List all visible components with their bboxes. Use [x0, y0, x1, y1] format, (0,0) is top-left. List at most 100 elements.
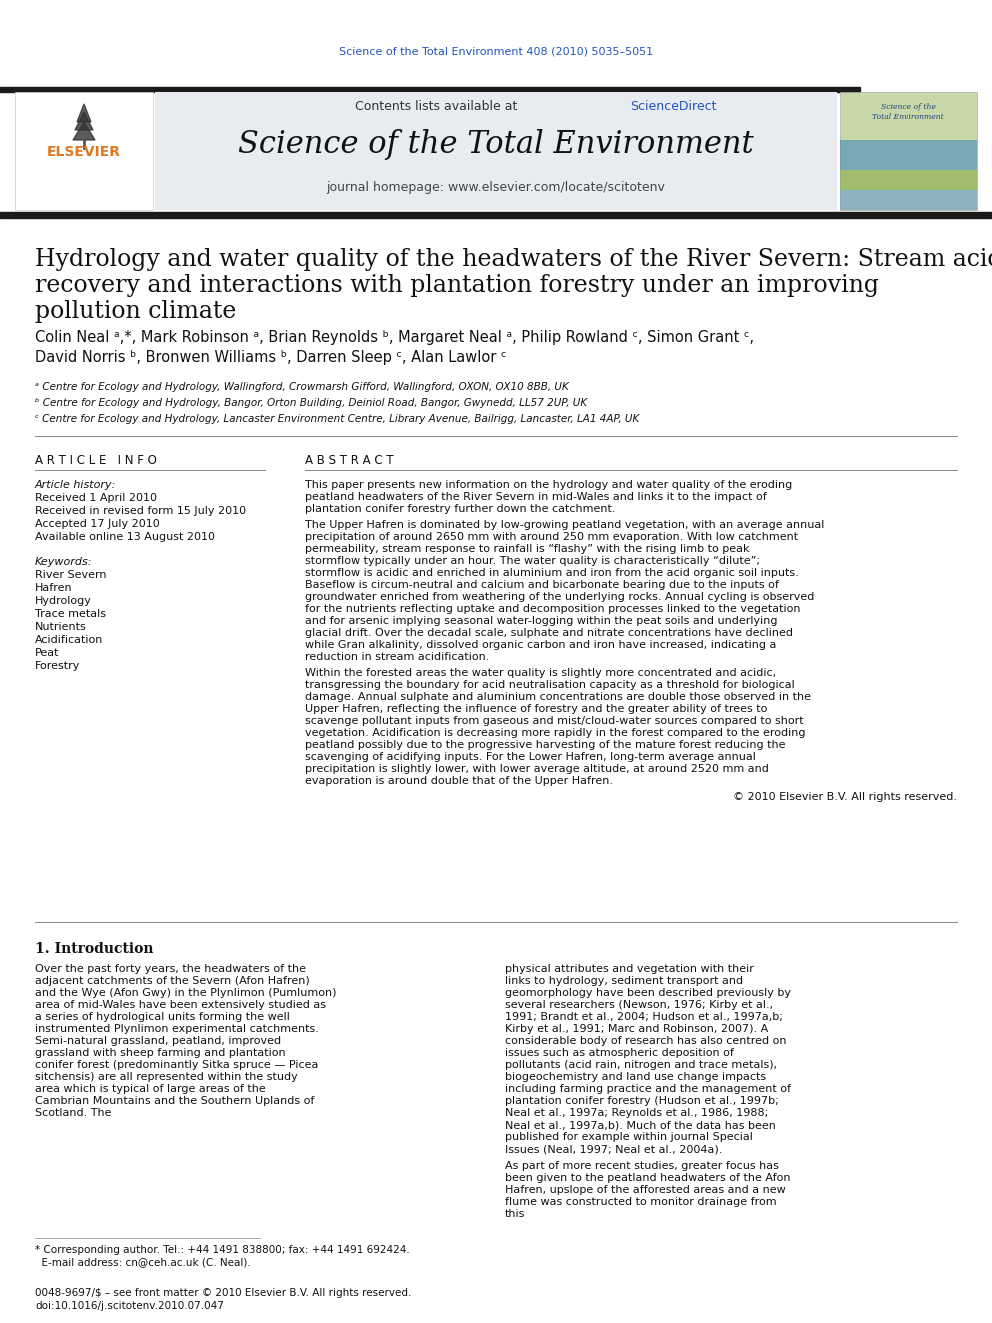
Text: pollution climate: pollution climate	[35, 300, 236, 323]
Bar	[840, 140, 977, 169]
Text: for the nutrients reflecting uptake and decomposition processes linked to the ve: for the nutrients reflecting uptake and …	[305, 605, 801, 614]
Text: and the Wye (Afon Gwy) in the Plynlimon (Pumlumon): and the Wye (Afon Gwy) in the Plynlimon …	[35, 988, 336, 998]
Text: physical attributes and vegetation with their: physical attributes and vegetation with …	[505, 964, 754, 974]
Text: published for example within journal Special: published for example within journal Spe…	[505, 1132, 753, 1142]
Text: Within the forested areas the water quality is slightly more concentrated and ac: Within the forested areas the water qual…	[305, 668, 776, 677]
Text: geomorphology have been described previously by: geomorphology have been described previo…	[505, 988, 791, 998]
Bar	[840, 191, 977, 210]
Polygon shape	[73, 122, 95, 140]
Text: Science of the
Total Environment: Science of the Total Environment	[872, 103, 943, 122]
Text: Neal et al., 1997a,b). Much of the data has been: Neal et al., 1997a,b). Much of the data …	[505, 1121, 776, 1130]
Bar	[155, 93, 837, 210]
Text: The Upper Hafren is dominated by low-growing peatland vegetation, with an averag: The Upper Hafren is dominated by low-gro…	[305, 520, 824, 531]
Text: Semi-natural grassland, peatland, improved: Semi-natural grassland, peatland, improv…	[35, 1036, 281, 1046]
Text: Article history:: Article history:	[35, 480, 116, 490]
Text: plantation conifer forestry (Hudson et al., 1997b;: plantation conifer forestry (Hudson et a…	[505, 1095, 779, 1106]
Text: * Corresponding author. Tel.: +44 1491 838800; fax: +44 1491 692424.: * Corresponding author. Tel.: +44 1491 8…	[35, 1245, 410, 1256]
Text: permeability, stream response to rainfall is “flashy” with the rising limb to pe: permeability, stream response to rainfal…	[305, 544, 750, 554]
Text: Baseflow is circum-neutral and calcium and bicarbonate bearing due to the inputs: Baseflow is circum-neutral and calcium a…	[305, 579, 779, 590]
Text: Scotland. The: Scotland. The	[35, 1107, 111, 1118]
Text: Received 1 April 2010: Received 1 April 2010	[35, 493, 157, 503]
Text: Hafren: Hafren	[35, 583, 72, 593]
Text: Over the past forty years, the headwaters of the: Over the past forty years, the headwater…	[35, 964, 306, 974]
Text: River Severn: River Severn	[35, 570, 106, 579]
Text: recovery and interactions with plantation forestry under an improving: recovery and interactions with plantatio…	[35, 274, 879, 296]
Text: sitchensis) are all represented within the study: sitchensis) are all represented within t…	[35, 1072, 298, 1082]
Text: reduction in stream acidification.: reduction in stream acidification.	[305, 652, 489, 662]
Text: precipitation is slightly lower, with lower average altitude, at around 2520 mm : precipitation is slightly lower, with lo…	[305, 763, 769, 774]
Text: adjacent catchments of the Severn (Afon Hafren): adjacent catchments of the Severn (Afon …	[35, 976, 310, 986]
Text: 0048-9697/$ – see front matter © 2010 Elsevier B.V. All rights reserved.: 0048-9697/$ – see front matter © 2010 El…	[35, 1289, 412, 1298]
Text: Hafren, upslope of the afforested areas and a new: Hafren, upslope of the afforested areas …	[505, 1185, 786, 1195]
Text: damage. Annual sulphate and aluminium concentrations are double those observed i: damage. Annual sulphate and aluminium co…	[305, 692, 811, 703]
Text: ᶜ Centre for Ecology and Hydrology, Lancaster Environment Centre, Library Avenue: ᶜ Centre for Ecology and Hydrology, Lanc…	[35, 414, 639, 423]
Text: conifer forest (predominantly Sitka spruce — Picea: conifer forest (predominantly Sitka spru…	[35, 1060, 318, 1070]
Text: Trace metals: Trace metals	[35, 609, 106, 619]
Text: glacial drift. Over the decadal scale, sulphate and nitrate concentrations have : glacial drift. Over the decadal scale, s…	[305, 628, 793, 638]
Text: A R T I C L E   I N F O: A R T I C L E I N F O	[35, 454, 157, 467]
Text: Contents lists available at: Contents lists available at	[355, 99, 522, 112]
Text: biogeochemistry and land use change impacts: biogeochemistry and land use change impa…	[505, 1072, 766, 1082]
Text: Science of the Total Environment: Science of the Total Environment	[238, 130, 754, 160]
Text: journal homepage: www.elsevier.com/locate/scitotenv: journal homepage: www.elsevier.com/locat…	[326, 181, 666, 194]
Text: while Gran alkalinity, dissolved organic carbon and iron have increased, indicat: while Gran alkalinity, dissolved organic…	[305, 640, 777, 650]
Text: Keywords:: Keywords:	[35, 557, 92, 568]
Text: pollutants (acid rain, nitrogen and trace metals),: pollutants (acid rain, nitrogen and trac…	[505, 1060, 777, 1070]
Polygon shape	[77, 105, 91, 122]
Text: This paper presents new information on the hydrology and water quality of the er: This paper presents new information on t…	[305, 480, 793, 490]
Text: Issues (Neal, 1997; Neal et al., 2004a).: Issues (Neal, 1997; Neal et al., 2004a).	[505, 1144, 722, 1154]
Text: Nutrients: Nutrients	[35, 622, 86, 632]
Text: scavenging of acidifying inputs. For the Lower Hafren, long-term average annual: scavenging of acidifying inputs. For the…	[305, 751, 756, 762]
Text: doi:10.1016/j.scitotenv.2010.07.047: doi:10.1016/j.scitotenv.2010.07.047	[35, 1301, 224, 1311]
Text: stormflow is acidic and enriched in aluminium and iron from the acid organic soi: stormflow is acidic and enriched in alum…	[305, 568, 799, 578]
Text: As part of more recent studies, greater focus has: As part of more recent studies, greater …	[505, 1162, 779, 1171]
Text: evaporation is around double that of the Upper Hafren.: evaporation is around double that of the…	[305, 777, 613, 786]
Bar	[15, 93, 153, 210]
Text: Acidification: Acidification	[35, 635, 103, 646]
Text: issues such as atmospheric deposition of: issues such as atmospheric deposition of	[505, 1048, 734, 1058]
Text: links to hydrology, sediment transport and: links to hydrology, sediment transport a…	[505, 976, 743, 986]
Text: scavenge pollutant inputs from gaseous and mist/cloud-water sources compared to : scavenge pollutant inputs from gaseous a…	[305, 716, 804, 726]
Text: including farming practice and the management of: including farming practice and the manag…	[505, 1084, 791, 1094]
Text: 1991; Brandt et al., 2004; Hudson et al., 1997a,b;: 1991; Brandt et al., 2004; Hudson et al.…	[505, 1012, 783, 1021]
Text: groundwater enriched from weathering of the underlying rocks. Annual cycling is : groundwater enriched from weathering of …	[305, 591, 814, 602]
Text: instrumented Plynlimon experimental catchments.: instrumented Plynlimon experimental catc…	[35, 1024, 318, 1035]
Text: Colin Neal ᵃ,*, Mark Robinson ᵃ, Brian Reynolds ᵇ, Margaret Neal ᵃ, Philip Rowla: Colin Neal ᵃ,*, Mark Robinson ᵃ, Brian R…	[35, 329, 754, 345]
Text: Accepted 17 July 2010: Accepted 17 July 2010	[35, 519, 160, 529]
Text: Forestry: Forestry	[35, 662, 80, 671]
Text: vegetation. Acidification is decreasing more rapidly in the forest compared to t: vegetation. Acidification is decreasing …	[305, 728, 806, 738]
Text: transgressing the boundary for acid neutralisation capacity as a threshold for b: transgressing the boundary for acid neut…	[305, 680, 795, 691]
Text: Available online 13 August 2010: Available online 13 August 2010	[35, 532, 215, 542]
Text: ScienceDirect: ScienceDirect	[630, 99, 716, 112]
Text: and for arsenic implying seasonal water-logging within the peat soils and underl: and for arsenic implying seasonal water-…	[305, 617, 778, 626]
Text: A B S T R A C T: A B S T R A C T	[305, 454, 394, 467]
Text: several researchers (Newson, 1976; Kirby et al.,: several researchers (Newson, 1976; Kirby…	[505, 1000, 773, 1009]
Bar	[840, 169, 977, 191]
Text: grassland with sheep farming and plantation: grassland with sheep farming and plantat…	[35, 1048, 286, 1058]
Text: this: this	[505, 1209, 526, 1218]
Text: peatland possibly due to the progressive harvesting of the mature forest reducin: peatland possibly due to the progressive…	[305, 740, 786, 750]
Text: precipitation of around 2650 mm with around 250 mm evaporation. With low catchme: precipitation of around 2650 mm with aro…	[305, 532, 799, 542]
Bar	[0, 87, 860, 93]
Text: ᵃ Centre for Ecology and Hydrology, Wallingford, Crowmarsh Gifford, Wallingford,: ᵃ Centre for Ecology and Hydrology, Wall…	[35, 382, 568, 392]
Text: Cambrian Mountains and the Southern Uplands of: Cambrian Mountains and the Southern Upla…	[35, 1095, 314, 1106]
Bar	[840, 93, 977, 210]
Text: 1. Introduction: 1. Introduction	[35, 942, 154, 957]
Text: considerable body of research has also centred on: considerable body of research has also c…	[505, 1036, 787, 1046]
Text: Hydrology: Hydrology	[35, 595, 92, 606]
Text: area of mid-Wales have been extensively studied as: area of mid-Wales have been extensively …	[35, 1000, 326, 1009]
Text: © 2010 Elsevier B.V. All rights reserved.: © 2010 Elsevier B.V. All rights reserved…	[733, 792, 957, 802]
Text: area which is typical of large areas of the: area which is typical of large areas of …	[35, 1084, 266, 1094]
Text: Hydrology and water quality of the headwaters of the River Severn: Stream acidit: Hydrology and water quality of the headw…	[35, 247, 992, 271]
Text: flume was constructed to monitor drainage from: flume was constructed to monitor drainag…	[505, 1197, 777, 1207]
Text: stormflow typically under an hour. The water quality is characteristically “dilu: stormflow typically under an hour. The w…	[305, 556, 760, 566]
Text: been given to the peatland headwaters of the Afon: been given to the peatland headwaters of…	[505, 1174, 791, 1183]
Text: plantation conifer forestry further down the catchment.: plantation conifer forestry further down…	[305, 504, 615, 515]
Bar	[0, 212, 992, 218]
Text: a series of hydrological units forming the well: a series of hydrological units forming t…	[35, 1012, 290, 1021]
Text: Received in revised form 15 July 2010: Received in revised form 15 July 2010	[35, 505, 246, 516]
Text: ELSEVIER: ELSEVIER	[47, 146, 121, 159]
Text: Neal et al., 1997a; Reynolds et al., 1986, 1988;: Neal et al., 1997a; Reynolds et al., 198…	[505, 1107, 768, 1118]
Text: Upper Hafren, reflecting the influence of forestry and the greater ability of tr: Upper Hafren, reflecting the influence o…	[305, 704, 768, 714]
Polygon shape	[75, 112, 93, 130]
